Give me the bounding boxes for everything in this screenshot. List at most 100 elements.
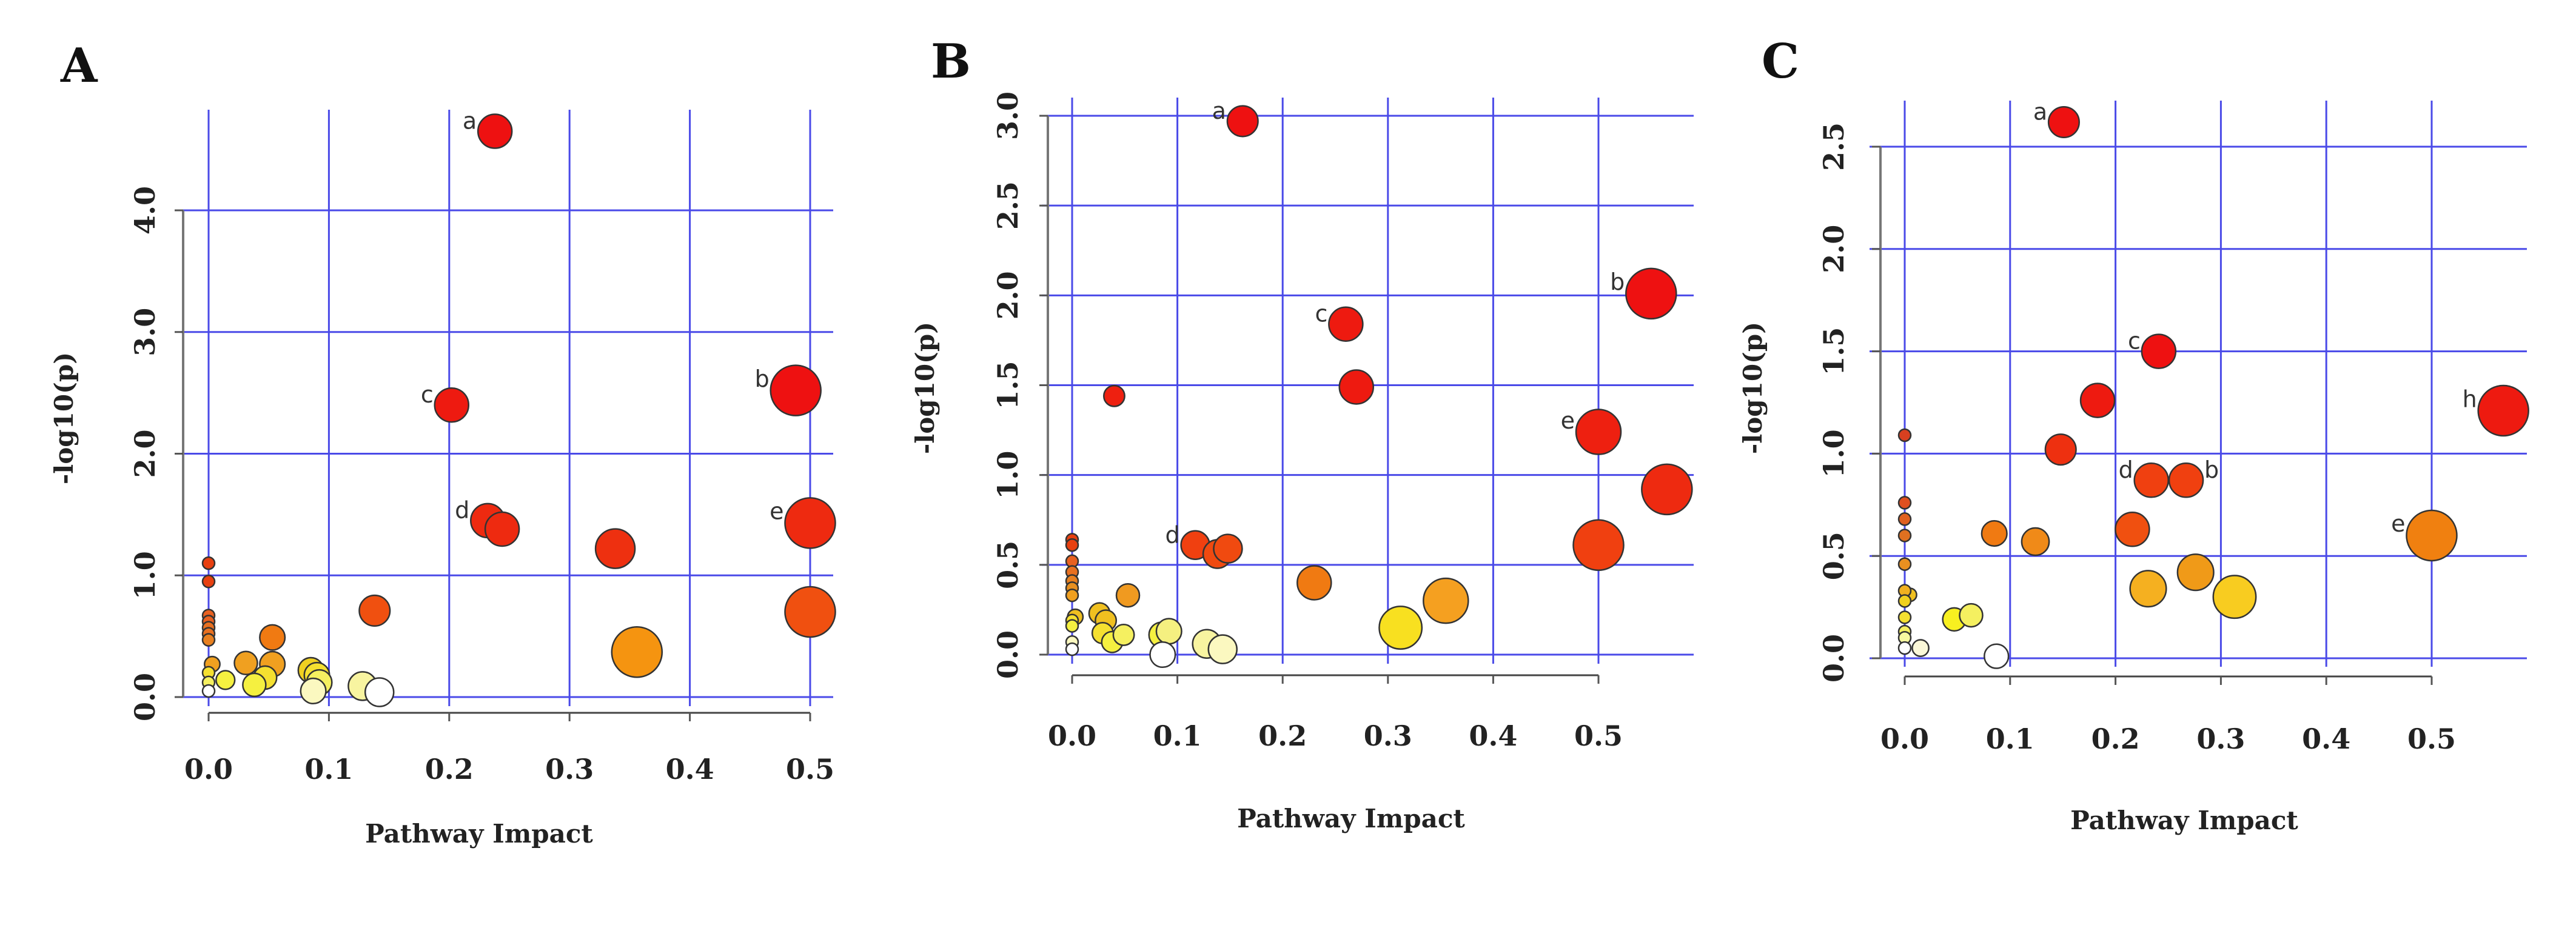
data-point	[1575, 409, 1622, 455]
y-tick-label: 0.0	[1817, 634, 1850, 683]
data-point	[1625, 267, 1677, 320]
data-point	[1911, 639, 1930, 657]
data-point	[201, 556, 216, 570]
data-point	[2168, 462, 2204, 498]
data-point	[1102, 384, 1125, 407]
x-tick-label: 0.3	[545, 753, 594, 786]
point-label: b	[755, 366, 770, 392]
panel-letter: C	[1762, 34, 1799, 89]
data-point	[1065, 642, 1079, 656]
panel-b: B 0.0 0.1 0.2 0.3 0.4 0.5 0.0 0.5 1.0 1.5 2.0 2.5 3.0…	[910, 34, 1694, 833]
data-point	[1296, 565, 1332, 601]
data-point	[2129, 570, 2167, 608]
data-point	[1338, 369, 1374, 405]
data-point	[1959, 603, 1984, 628]
point-label: c	[1315, 301, 1327, 327]
point-label: e	[770, 498, 783, 525]
data-point	[1149, 641, 1176, 669]
data-point	[364, 677, 395, 707]
panel-c: C 0.0 0.1 0.2 0.3 0.4 0.5 0.0 0.5 1.0 1.5 2.0 2.5 Pat…	[1738, 34, 2529, 835]
data-point	[1213, 533, 1243, 564]
x-tick-label: 0.4	[1469, 719, 1517, 752]
x-tick-label: 0.0	[184, 753, 233, 786]
y-tick-label: 1.0	[991, 451, 1024, 499]
x-tick-label: 0.1	[1153, 719, 1202, 752]
data-point	[2141, 333, 2177, 369]
data-point	[2176, 553, 2215, 592]
y-axis-label: -log10(p)	[49, 352, 79, 484]
x-tick-label: 0.2	[425, 753, 474, 786]
data-point	[2477, 384, 2529, 437]
y-tick-label: 2.5	[1817, 122, 1850, 171]
data-point	[1897, 641, 1912, 655]
data-point	[259, 624, 286, 651]
point-label: a	[463, 107, 477, 134]
y-tick-label: 1.5	[991, 361, 1024, 409]
data-point	[1115, 582, 1141, 608]
point-label: e	[2391, 510, 2405, 537]
point-label: h	[2463, 386, 2477, 412]
point-label: c	[421, 381, 434, 408]
data-point	[201, 575, 216, 589]
y-tick-label: 0.5	[1817, 532, 1850, 580]
y-tick-label: 2.0	[1817, 225, 1850, 273]
y-tick-label: 2.0	[129, 429, 161, 478]
y-tick-label: 3.0	[129, 308, 161, 356]
data-point	[594, 528, 636, 569]
data-point	[2079, 382, 2116, 418]
y-tick-label: 0.0	[991, 630, 1024, 679]
x-tick-label: 0.2	[2091, 723, 2140, 755]
data-point	[358, 594, 391, 627]
data-point	[1226, 105, 1259, 138]
data-point	[1065, 588, 1079, 603]
data-point	[770, 364, 822, 416]
data-point	[1207, 634, 1238, 664]
x-tick-label: 0.4	[666, 753, 714, 786]
data-point	[784, 497, 836, 549]
x-tick-label: 0.3	[1364, 719, 1412, 752]
data-point	[1155, 618, 1182, 645]
x-tick-label: 0.5	[2407, 723, 2456, 755]
data-point	[484, 511, 520, 547]
x-tick-label: 0.5	[786, 753, 834, 786]
x-tick-label: 0.4	[2302, 723, 2350, 755]
data-point	[1897, 557, 1912, 571]
data-point	[1897, 512, 1912, 526]
y-tick-label: 1.0	[1817, 429, 1850, 478]
data-point	[2133, 462, 2169, 498]
data-point	[2212, 575, 2257, 619]
x-tick-label: 0.1	[1986, 723, 2034, 755]
y-tick-label: 4.0	[129, 186, 161, 235]
data-point	[1981, 520, 2008, 547]
data-point	[242, 672, 267, 698]
point-label: c	[2128, 327, 2141, 354]
panel-a: A 0.0 0.1 0.2 0.3 0.4 0.5 0.0 1.0 2.0 3.0 4.0 Pathwa…	[49, 38, 836, 849]
data-point	[1328, 306, 1364, 342]
point-label: d	[455, 497, 469, 524]
x-tick-label: 0.0	[1048, 719, 1096, 752]
data-point	[1897, 496, 1912, 510]
data-point	[201, 684, 216, 698]
data-point	[434, 387, 470, 423]
y-tick-label: 0.5	[991, 541, 1024, 589]
data-point	[1897, 610, 1912, 624]
point-label: b	[2204, 456, 2219, 483]
data-point	[1065, 619, 1079, 633]
panel-letter: A	[60, 38, 98, 93]
x-tick-label: 0.5	[1574, 719, 1623, 752]
point-label: d	[2119, 456, 2133, 483]
point-label: d	[1165, 522, 1179, 549]
data-point	[1112, 623, 1135, 646]
data-point	[2044, 433, 2077, 466]
y-axis-label: -log10(p)	[1738, 322, 1768, 454]
data-point	[1572, 519, 1625, 571]
y-tick-label: 2.0	[991, 271, 1024, 319]
y-tick-label: 2.5	[991, 181, 1024, 230]
data-point	[2115, 512, 2150, 547]
data-point	[2406, 509, 2458, 562]
x-tick-label: 0.1	[304, 753, 353, 786]
data-point	[784, 586, 836, 638]
y-tick-label: 1.5	[1817, 327, 1850, 376]
y-axis-label: -log10(p)	[910, 322, 940, 454]
